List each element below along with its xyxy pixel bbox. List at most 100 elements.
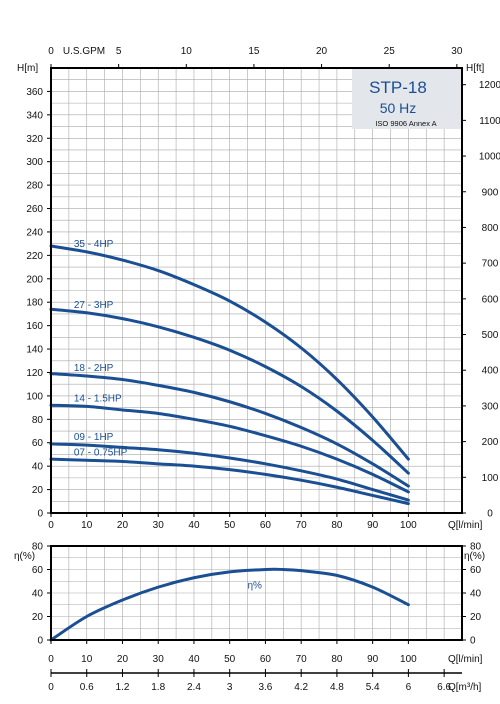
y-axis-label-right: H[ft] xyxy=(466,63,485,74)
eff-y-tick-label: 40 xyxy=(32,589,44,600)
y-tick-label: 40 xyxy=(32,462,44,473)
m3h-tick-label: 3.6 xyxy=(258,682,272,693)
y-right-tick-label: 400 xyxy=(482,366,499,377)
y-tick-label: 100 xyxy=(26,391,43,402)
x-tick-label: 0 xyxy=(48,520,54,531)
head-curve-5 xyxy=(49,457,410,506)
eff-x-tick-label: 50 xyxy=(224,654,236,665)
eff-y-right-tick-label: 40 xyxy=(470,589,482,600)
x-tick-label: 90 xyxy=(367,520,379,531)
eff-y-axis-label-left: η(%) xyxy=(14,551,35,562)
m3h-tick-label: 6.6 xyxy=(437,682,451,693)
x-tick-label: 20 xyxy=(117,520,129,531)
curve-label: 09 - 1HP xyxy=(74,432,114,443)
eff-x-tick-label: 90 xyxy=(367,654,379,665)
chart-subtitle: 50 Hz xyxy=(380,100,417,116)
x-tick-label: 40 xyxy=(188,520,200,531)
y-right-tick-label: 100 xyxy=(482,473,499,484)
y-right-tick-label: 0 xyxy=(487,509,493,520)
head-chart-grid xyxy=(50,67,463,514)
x-top-tick-label: 15 xyxy=(248,46,260,57)
x-top-tick-label: 25 xyxy=(384,46,396,57)
eff-y-tick-label: 80 xyxy=(32,542,44,553)
title-box-background xyxy=(352,67,462,129)
x-top-tick-label: 30 xyxy=(451,46,463,57)
m3h-tick-label: 5.4 xyxy=(366,682,380,693)
y-tick-label: 140 xyxy=(26,345,43,356)
m3h-tick-label: 4.2 xyxy=(294,682,308,693)
y-tick-label: 360 xyxy=(26,87,43,98)
x-top-tick-label: 10 xyxy=(181,46,193,57)
efficiency-chart-grid xyxy=(50,545,463,641)
curve-label: 07 - 0.75HP xyxy=(74,447,128,458)
head-curve-2 xyxy=(49,372,410,488)
eff-y-tick-label: 60 xyxy=(32,565,44,576)
x-tick-label: 30 xyxy=(153,520,165,531)
m3h-tick-label: 4.8 xyxy=(330,682,344,693)
m3h-tick-label: 0 xyxy=(48,682,54,693)
title-box: STP-18 50 Hz ISO 9906 Annex A xyxy=(352,67,462,129)
m3h-tick-label: 3 xyxy=(227,682,233,693)
eff-x-tick-label: 40 xyxy=(188,654,200,665)
head-curve-0 xyxy=(49,244,410,461)
head-curves: 35 - 4HP 27 - 3HP 18 - 2HP 14 - 1.5HP 09 - 1… xyxy=(49,239,410,506)
head-chart-frame xyxy=(50,67,463,514)
eff-y-right-tick-label: 20 xyxy=(470,612,482,623)
eff-x-tick-label: 20 xyxy=(117,654,129,665)
y-tick-label: 200 xyxy=(26,274,43,285)
x-top-tick-label: 20 xyxy=(316,46,328,57)
y-tick-label: 300 xyxy=(26,157,43,168)
x-tick-label: 80 xyxy=(331,520,343,531)
y-right-tick-label: 300 xyxy=(482,401,499,412)
efficiency-chart-frame xyxy=(50,545,463,641)
eff-y-tick-label: 0 xyxy=(37,636,43,647)
eff-x-tick-label: 0 xyxy=(48,654,54,665)
y-axis-label-left: H[m] xyxy=(17,63,38,74)
y-right-tick-label: 200 xyxy=(482,437,499,448)
y-right-tick-label: 500 xyxy=(482,330,499,341)
eff-x-tick-label: 80 xyxy=(331,654,343,665)
curve-label: 14 - 1.5HP xyxy=(74,393,122,404)
head-curve-4 xyxy=(49,442,410,502)
m3h-tick-label: 2.4 xyxy=(187,682,201,693)
m3h-tick-label: 1.8 xyxy=(151,682,165,693)
x-tick-label: 60 xyxy=(260,520,272,531)
y-right-tick-label: 1200 xyxy=(479,80,500,91)
curve-label: 18 - 2HP xyxy=(74,363,114,374)
y-tick-label: 20 xyxy=(32,485,44,496)
eff-y-tick-label: 20 xyxy=(32,612,44,623)
y-right-tick-label: 1100 xyxy=(479,116,500,127)
m3h-tick-label: 1.2 xyxy=(116,682,130,693)
eff-y-right-tick-label: 60 xyxy=(470,565,482,576)
eff-x-tick-label: 100 xyxy=(400,654,417,665)
y-right-tick-label: 700 xyxy=(482,259,499,270)
y-tick-label: 240 xyxy=(26,227,43,238)
eff-x-tick-label: 60 xyxy=(260,654,272,665)
m3h-axis-label: Q[m³/h] xyxy=(448,682,482,693)
x-top-tick-label: 5 xyxy=(116,46,122,57)
eff-x-tick-label: 70 xyxy=(296,654,308,665)
y-tick-label: 60 xyxy=(32,438,44,449)
efficiency-curve xyxy=(49,567,410,642)
efficiency-curve-label: η% xyxy=(247,580,262,591)
eff-y-right-tick-label: 0 xyxy=(470,636,476,647)
x-tick-label: 70 xyxy=(296,520,308,531)
x-tick-label: 50 xyxy=(224,520,236,531)
head-curve-1 xyxy=(49,307,410,475)
x-top-tick-label: 0 xyxy=(48,46,54,57)
eff-x-tick-label: 30 xyxy=(153,654,165,665)
y-tick-label: 320 xyxy=(26,134,43,145)
y-right-tick-label: 800 xyxy=(482,223,499,234)
eff-y-right-tick-label: 80 xyxy=(470,542,482,553)
curve-label: 35 - 4HP xyxy=(74,239,114,250)
y-tick-label: 120 xyxy=(26,368,43,379)
y-tick-label: 340 xyxy=(26,110,43,121)
efficiency-curves: η% xyxy=(49,567,410,642)
axis-labels: 0 10 20 30 40 50 60 70 80 90 100 Q[l/min]0204060801… xyxy=(14,46,500,693)
curve-label: 27 - 3HP xyxy=(74,300,114,311)
y-right-tick-label: 900 xyxy=(482,187,499,198)
y-right-tick-label: 600 xyxy=(482,294,499,305)
head-curve-3 xyxy=(49,403,410,494)
y-tick-label: 280 xyxy=(26,181,43,192)
